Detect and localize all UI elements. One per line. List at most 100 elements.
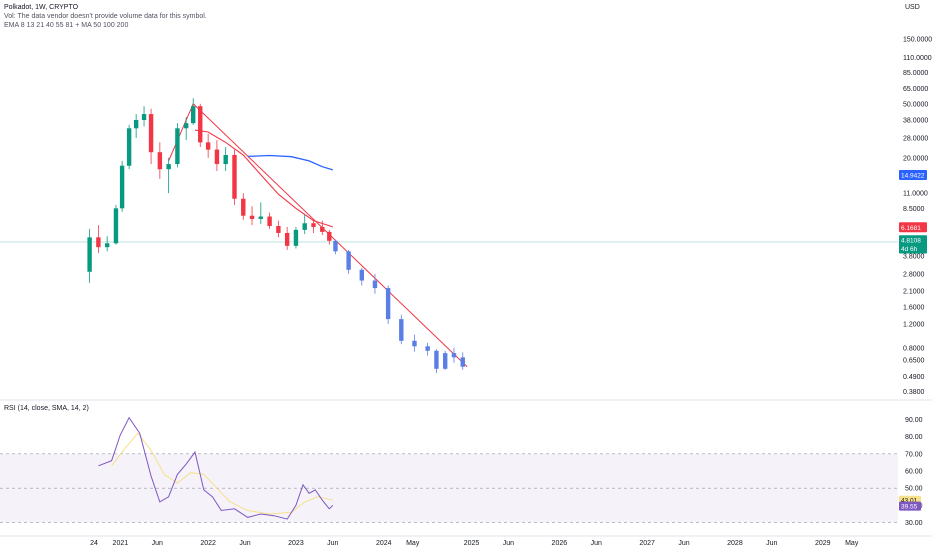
projection-candle-8[interactable] (425, 346, 430, 351)
time-tick-13: Jun (591, 540, 602, 547)
projection-candle-4[interactable] (372, 280, 378, 289)
time-tick-9: May (406, 540, 420, 547)
time-tick-12: 2026 (552, 540, 568, 547)
time-tick-1: 24 (90, 540, 98, 547)
rsi-tag-text-1: 43.01 (901, 498, 918, 505)
candle-22[interactable] (258, 216, 264, 219)
rsi-line[interactable] (98, 416, 334, 520)
price-tick-2: 110.0000 (903, 55, 932, 62)
candle-23[interactable] (267, 216, 272, 227)
rsi-band (0, 453, 898, 523)
rsi-legend[interactable]: RSI (14, close, SMA, 14, 2) (4, 405, 89, 412)
candle-18[interactable] (223, 154, 228, 165)
projection-candle-6[interactable] (399, 319, 404, 341)
candle-10[interactable] (157, 152, 163, 170)
candle-19[interactable] (232, 154, 237, 199)
rsi-tick-1: 90.00 (905, 417, 923, 424)
candle-4[interactable] (113, 208, 119, 244)
price-tick-8: 20.0000 (903, 155, 928, 162)
price-tag-text-2: 6.1681 (901, 225, 921, 232)
time-tick-3: Jun (152, 540, 163, 547)
candle-9[interactable] (148, 114, 154, 153)
ma-blue-line[interactable] (247, 154, 333, 171)
volume-note: Vol: The data vendor doesn't provide vol… (4, 13, 207, 20)
rsi-tick-7: 30.00 (905, 520, 923, 527)
price-tag-text-3: 4.8108 (901, 238, 921, 245)
rsi-tick-4: 60.00 (905, 469, 923, 476)
price-tick-19: 0.3800 (903, 389, 925, 396)
price-tag-text-4: 4d 6h (901, 246, 918, 253)
projection-candle-9[interactable] (434, 350, 439, 369)
candle-14[interactable] (191, 106, 196, 124)
candle-29[interactable] (320, 226, 325, 232)
time-tick-11: Jun (503, 540, 514, 547)
candle-1[interactable] (87, 237, 92, 272)
candle-24[interactable] (276, 226, 281, 233)
time-tick-10: 2025 (464, 540, 480, 547)
trendline-1[interactable] (168, 103, 194, 162)
candle-26[interactable] (293, 229, 299, 246)
projection-candle-5[interactable] (385, 288, 391, 320)
time-tick-15: Jun (678, 540, 689, 547)
price-tick-18: 0.4900 (903, 374, 925, 381)
candle-7[interactable] (133, 119, 139, 129)
price-tick-5: 50.0000 (903, 101, 928, 108)
price-tick-17: 0.6500 (903, 358, 925, 365)
projection-candle-11[interactable] (451, 353, 457, 358)
candle-6[interactable] (126, 128, 132, 166)
price-tag-2 (899, 222, 927, 233)
price-tag-1 (899, 170, 927, 181)
ma-red-line[interactable] (194, 129, 333, 228)
projection-candle-2[interactable] (346, 251, 351, 270)
time-tick-8: 2024 (376, 540, 392, 547)
projection-candle-10[interactable] (443, 353, 448, 369)
price-tick-1: 150.0000 (903, 36, 932, 43)
candle-28[interactable] (311, 223, 316, 227)
indicator-legend[interactable]: EMA 8 13 21 40 55 81 + MA 50 100 200 (4, 22, 129, 29)
time-tick-2: 2021 (113, 540, 129, 547)
candle-21[interactable] (249, 215, 255, 219)
price-tick-10: 8.5000 (903, 206, 925, 213)
candle-16[interactable] (205, 142, 211, 150)
candle-15[interactable] (198, 106, 203, 143)
candle-2[interactable] (96, 237, 101, 248)
candle-30[interactable] (327, 231, 332, 241)
price-tag-text-1: 14.9422 (901, 173, 925, 180)
candle-17[interactable] (214, 149, 220, 165)
candle-12[interactable] (175, 128, 180, 165)
time-tick-6: 2023 (288, 540, 304, 547)
candle-11[interactable] (166, 164, 171, 170)
time-tick-4: 2022 (200, 540, 216, 547)
price-tick-6: 38.0000 (903, 117, 928, 124)
projection-candle-1[interactable] (333, 240, 338, 252)
candle-27[interactable] (302, 223, 307, 230)
price-tag-3 (899, 235, 927, 246)
candle-25[interactable] (284, 232, 290, 246)
time-tick-16: 2028 (727, 540, 743, 547)
candle-20[interactable] (241, 198, 246, 216)
symbol-legend[interactable]: Polkadot, 1W, CRYPTO (4, 4, 79, 11)
price-tick-14: 1.6000 (903, 304, 925, 311)
time-tick-18: 2029 (815, 540, 831, 547)
rsi-tick-5: 50.00 (905, 486, 923, 493)
price-tick-7: 28.0000 (903, 135, 928, 142)
candle-8[interactable] (141, 114, 147, 120)
projection-candle-12[interactable] (460, 357, 465, 367)
price-tick-15: 1.2000 (903, 321, 925, 328)
rsi-ma-line[interactable] (111, 432, 333, 515)
projection-candle-3[interactable] (359, 269, 364, 281)
rsi-tag-2 (899, 501, 921, 511)
time-tick-5: Jun (239, 540, 250, 547)
candle-5[interactable] (119, 165, 125, 209)
time-tick-14: 2027 (639, 540, 655, 547)
candle-3[interactable] (104, 243, 110, 248)
rsi-tick-2: 80.00 (905, 434, 923, 441)
rsi-tag-text-2: 39.55 (901, 504, 918, 511)
time-tick-17: Jun (766, 540, 777, 547)
projection-candle-7[interactable] (412, 340, 417, 347)
price-tick-4: 65.0000 (903, 86, 928, 93)
candle-13[interactable] (183, 123, 189, 129)
currency-label: USD (905, 4, 920, 11)
